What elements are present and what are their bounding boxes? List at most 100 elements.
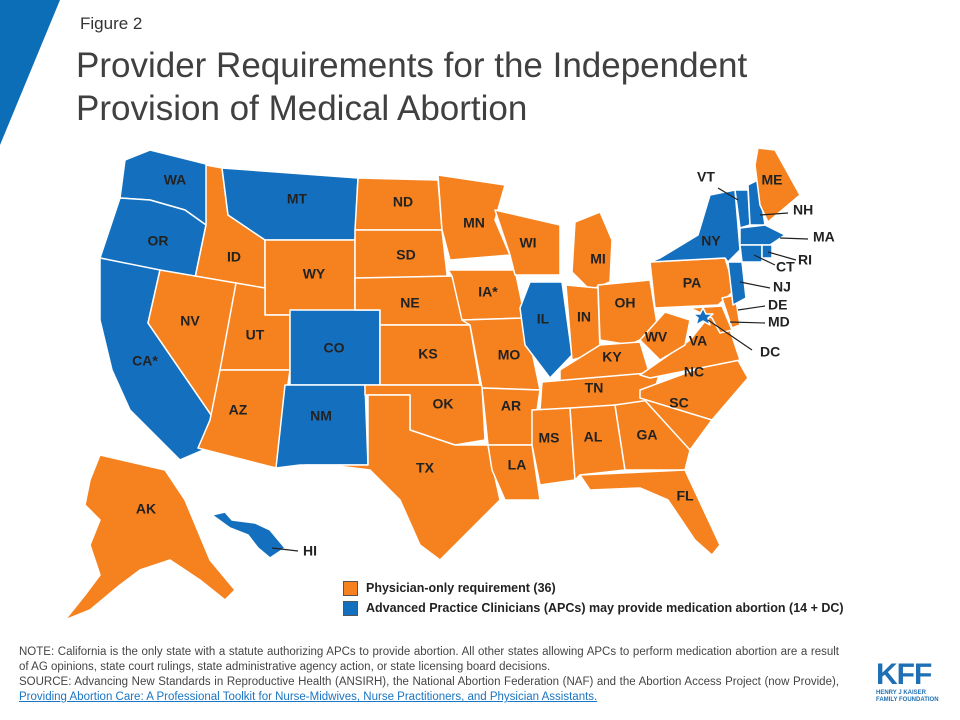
label-OR: OR [148,233,169,249]
label-TN: TN [585,380,604,396]
leader-NH [759,212,789,216]
legend-item-apc: Advanced Practice Clinicians (APCs) may … [343,598,844,618]
label-KY: KY [602,349,622,365]
label-CA: CA* [132,353,158,369]
us-state-map: WA OR CA* MT ID NV UT AZ WY CO NM ND SD … [64,147,835,621]
leader-MA [779,237,809,240]
label-AR: AR [501,398,521,414]
leader-NJ [739,281,771,289]
label-MN: MN [463,215,485,231]
label-PA: PA [683,275,701,291]
label-MT: MT [287,191,308,207]
leader-DC [707,319,753,351]
leader-CT [753,254,776,266]
state-MA [739,224,786,246]
state-TX [304,394,501,561]
label-NM: NM [310,408,332,424]
label-UT: UT [246,327,265,343]
state-DC [692,307,714,326]
logo-sub-2: FAMILY FOUNDATION [876,697,939,703]
legend-item-physician: Physician-only requirement (36) [343,578,844,598]
label-SD: SD [396,247,415,263]
state-MS [531,407,576,486]
label-IL: IL [537,311,550,327]
legend: Physician-only requirement (36) Advanced… [343,578,844,618]
label-WV: WV [645,329,668,345]
label-IN: IN [577,309,591,325]
label-NV: NV [180,313,200,329]
label-DC: DC [760,344,780,360]
label-MD: MD [768,314,790,330]
note-text: NOTE: California is the only state with … [19,646,839,673]
label-NY: NY [701,233,721,249]
legend-swatch-physician [343,580,358,596]
state-LA [487,444,541,501]
label-VA: VA [689,333,707,349]
label-ID: ID [227,249,241,265]
label-LA: LA [508,457,527,473]
label-AZ: AZ [229,402,248,418]
label-CO: CO [324,340,345,356]
source-link[interactable]: Providing Abortion Care: A Professional … [19,691,598,703]
label-AL: AL [584,429,603,445]
label-ME: ME [762,172,783,188]
state-HI [211,511,286,559]
state-CT [739,244,763,263]
leader-VT [717,187,739,201]
label-KS: KS [418,346,437,362]
page-title: Provider Requirements for the Independen… [76,46,748,128]
legend-label-apc: Advanced Practice Clinicians (APCs) may … [366,601,844,615]
label-SC: SC [669,395,688,411]
label-OK: OK [433,396,454,412]
kff-logo: KFF HENRY J KAISER FAMILY FOUNDATION [876,660,939,704]
label-FL: FL [676,488,694,504]
leader-DE [737,305,766,311]
state-GA [614,399,691,471]
label-CT: CT [776,259,795,275]
state-WI [494,209,561,276]
label-OH: OH [615,295,636,311]
leader-RI [767,251,797,261]
label-GA: GA [637,427,658,443]
label-NJ: NJ [773,279,791,295]
label-IA: IA* [478,284,498,300]
leader-MD [729,321,766,324]
source-text: SOURCE: Advancing New Standards in Repro… [19,676,839,688]
state-IL [519,281,573,379]
state-AZ [197,369,291,469]
notes: NOTE: California is the only state with … [19,645,839,705]
label-MS: MS [539,430,560,446]
state-NY [649,189,741,263]
label-WI: WI [519,235,536,251]
logo-sub-1: HENRY J KAISER [876,690,927,696]
label-MA: MA [813,229,835,245]
state-NJ [727,261,747,306]
state-RI [761,244,773,259]
label-VT: VT [697,169,715,185]
label-WA: WA [164,172,187,188]
corner-accent [0,0,60,145]
state-AK [64,454,236,621]
label-HI: HI [303,543,317,559]
leader-HI [271,547,299,552]
state-FL [579,469,721,556]
label-NC: NC [684,364,704,380]
state-ME [754,147,801,223]
label-MO: MO [498,347,521,363]
state-MI [571,211,613,291]
label-NH: NH [793,202,813,218]
legend-swatch-apc [343,600,358,616]
label-RI: RI [798,252,812,268]
state-AL [569,404,626,481]
label-AK: AK [136,501,156,517]
label-DE: DE [768,297,787,313]
logo-word: KFF [876,658,932,691]
label-MI: MI [590,251,606,267]
label-WY: WY [303,266,326,282]
label-ND: ND [393,194,413,210]
label-NE: NE [400,295,419,311]
figure-label: Figure 2 [80,14,143,33]
state-NM [275,384,369,469]
state-WV [639,311,691,361]
legend-label-physician: Physician-only requirement (36) [366,581,556,595]
